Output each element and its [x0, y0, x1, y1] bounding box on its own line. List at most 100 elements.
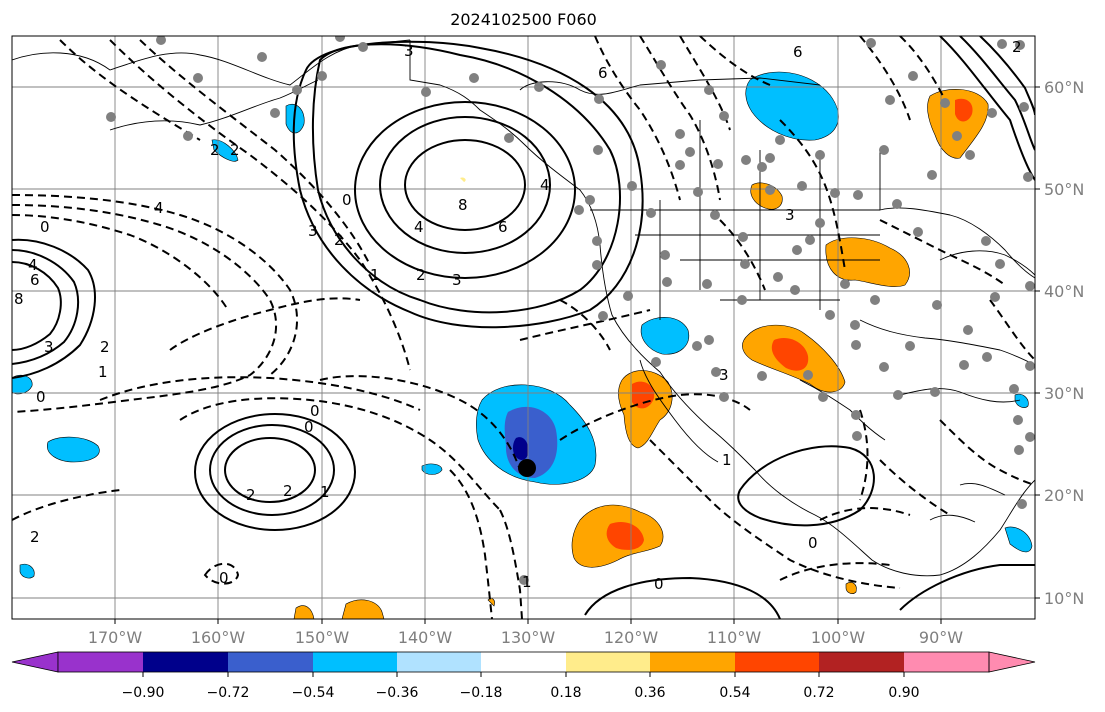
contour-label: 2: [30, 528, 40, 546]
contour-label: 4: [540, 176, 550, 194]
colorbar-tick-label: 0.36: [634, 685, 665, 701]
lon-tick-label: 150°W: [295, 628, 350, 647]
contour-label: 1: [320, 483, 330, 501]
contour-label: 6: [498, 218, 508, 236]
contour-label: 3: [404, 42, 414, 60]
contour-label: 2: [210, 141, 220, 159]
contour-label: 0: [219, 569, 229, 587]
colorbar-extend-low: [11, 651, 59, 673]
lat-tick-label: 50°N: [1044, 180, 1084, 199]
colorbar-segment: [313, 652, 397, 672]
positive-anomaly-core: [771, 337, 809, 371]
contour-label: 0: [36, 388, 46, 406]
lon-tick-label: 100°W: [811, 628, 866, 647]
negative-anomaly-blob: [47, 436, 100, 463]
colorbar-tick-label: −0.72: [207, 685, 250, 701]
lon-tick-label: 90°W: [919, 628, 963, 647]
contour-label: 3: [452, 271, 462, 289]
lat-tick-label: 60°N: [1044, 78, 1084, 97]
negative-anomaly-blob: [12, 374, 33, 395]
contour-label: 8: [14, 290, 24, 308]
contour-label: 2: [283, 482, 293, 500]
colorbar-tick-label: −0.90: [122, 685, 165, 701]
positive-anomaly-blob: [845, 582, 857, 594]
lon-tick-label: 120°W: [604, 628, 659, 647]
lat-tick-label: 40°N: [1044, 282, 1084, 301]
contour-label: 1: [98, 363, 108, 381]
contour-label: 4: [414, 218, 424, 236]
colorbar-tick-label: 0.54: [719, 685, 750, 701]
contour-label: 0: [40, 218, 50, 236]
colorbar-segment: [904, 652, 989, 672]
contour-label: 6: [598, 64, 608, 82]
colorbar-segment: [481, 652, 566, 672]
positive-anomaly-blob: [460, 177, 466, 182]
map-title: 2024102500 F060: [450, 10, 597, 29]
positive-anomaly-blob: [341, 599, 385, 619]
lon-tick-label: 140°W: [398, 628, 453, 647]
negative-anomaly-blob: [1004, 526, 1033, 553]
colorbar-segment: [735, 652, 819, 672]
colorbar-segment: [650, 652, 735, 672]
longitude-axis: 170°W 160°W 150°W 140°W 130°W 120°W 110°…: [88, 619, 963, 647]
positive-anomaly-core: [606, 521, 644, 550]
contour-label: 0: [342, 191, 352, 209]
negative-anomaly-blob: [211, 139, 239, 162]
contour-label: 2: [230, 141, 240, 159]
contour-label: 3: [719, 366, 729, 384]
negative-anomaly-blob: [640, 317, 690, 355]
negative-anomaly-core: [504, 406, 558, 478]
contour-label: 8: [458, 196, 468, 214]
contour-label: 6: [793, 43, 803, 61]
contour-label: 2: [100, 338, 110, 356]
lon-tick-label: 110°W: [707, 628, 762, 647]
lat-tick-label: 10°N: [1044, 589, 1084, 608]
shaded-anomaly-layer: [12, 71, 1033, 619]
colorbar-segment: [397, 652, 481, 672]
contour-label: 2: [334, 231, 344, 249]
positive-anomaly-blob: [293, 605, 315, 619]
contour-label: 1: [370, 266, 380, 284]
contour-label: 2: [416, 266, 426, 284]
colorbar-tick-label: 0.18: [550, 685, 581, 701]
lat-tick-label: 20°N: [1044, 486, 1084, 505]
colorbar-segment: [228, 652, 313, 672]
contour-label: 0: [304, 418, 314, 436]
colorbar-tick-label: 0.90: [888, 685, 919, 701]
contour-label: 1: [722, 451, 732, 469]
colorbar-outline: [57, 651, 990, 673]
lon-tick-label: 130°W: [501, 628, 556, 647]
colorbar-tick-label: −0.54: [292, 685, 335, 701]
lon-tick-label: 160°W: [191, 628, 246, 647]
contour-label: 0: [654, 575, 664, 593]
contour-label: 1: [522, 573, 532, 591]
colorbar-segment: [566, 652, 650, 672]
contour-label: 4: [154, 199, 164, 217]
graticule: [12, 36, 1035, 619]
colorbar-segment: [819, 652, 904, 672]
lon-tick-label: 170°W: [88, 628, 143, 647]
contour-label: 3: [44, 338, 54, 356]
station-markers: [106, 36, 1035, 585]
negative-anomaly-blob: [745, 71, 839, 141]
solid-contours: [12, 36, 1035, 619]
map-panel: [12, 36, 1035, 619]
contour-label: 0: [310, 402, 320, 420]
positive-anomaly-core: [955, 98, 973, 122]
latitude-axis: 60°N 50°N 40°N 30°N 20°N 10°N: [1035, 78, 1084, 608]
dashed-contours: [12, 36, 1035, 619]
storm-center-marker: [518, 459, 536, 477]
contour-label: 2: [246, 486, 256, 504]
contour-label: 6: [30, 271, 40, 289]
negative-anomaly-blob: [1014, 393, 1029, 408]
contour-label: 0: [808, 534, 818, 552]
contour-labels: 4 3 6 6 3 2 0 2 8 6 4 3 3 2 1 0 3 2 4 8 …: [14, 38, 1022, 593]
colorbar-tick-label: 0.72: [803, 685, 834, 701]
contour-label: 2: [1012, 38, 1022, 56]
colorbar: −0.90 −0.72 −0.54 −0.36 −0.18 0.18 0.36 …: [11, 651, 1036, 701]
colorbar-segment: [58, 652, 143, 672]
negative-anomaly-peak: [512, 437, 529, 460]
colorbar-tick-label: −0.18: [460, 685, 503, 701]
contour-label: 4: [28, 256, 38, 274]
